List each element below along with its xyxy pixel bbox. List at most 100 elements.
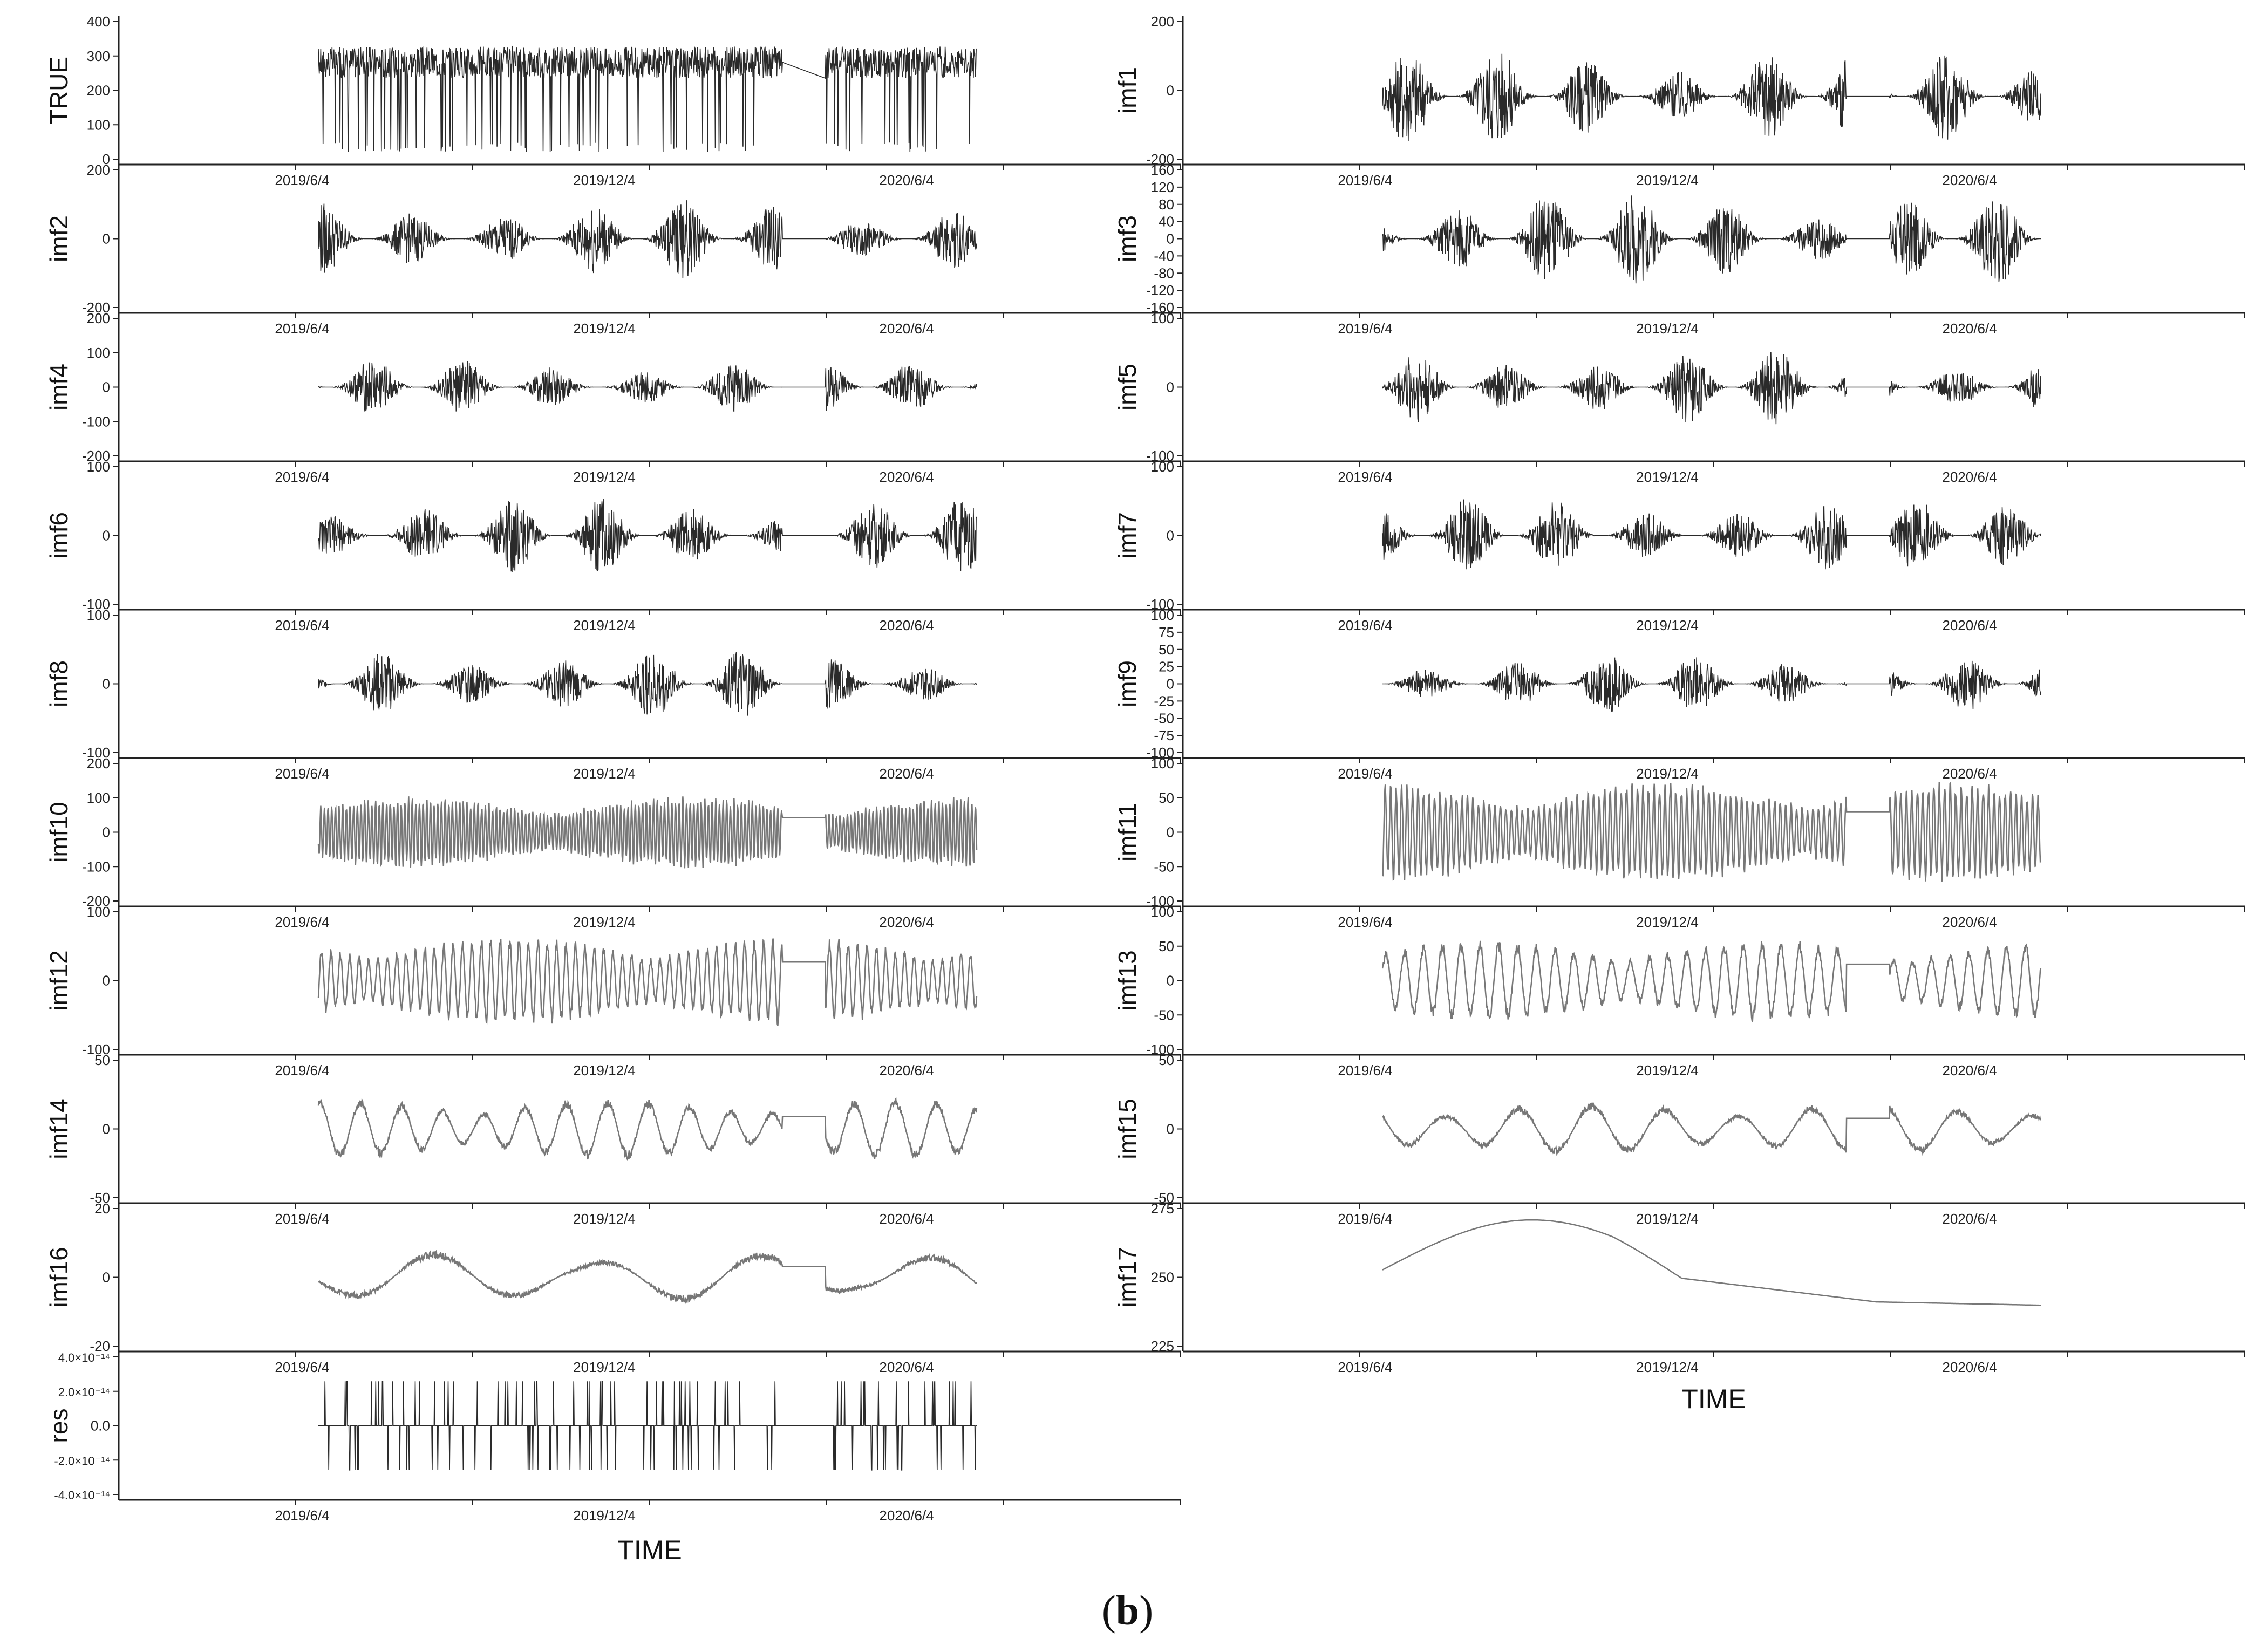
x-tick-label: 2019/12/4 [1636, 1211, 1699, 1227]
y-tick-label: 160 [1151, 162, 1174, 178]
subplot-res: 4.0×10⁻¹⁴ 2.0×10⁻¹⁴ 0.0 -2.0×10⁻¹⁴ -4.0×10⁻¹… [45, 1351, 1181, 1524]
y-tick-label: -100 [1146, 596, 1174, 612]
y-tick-label: 100 [87, 607, 110, 623]
y-tick-label: 200 [87, 83, 110, 99]
series-line-imf10 [317, 796, 978, 869]
y-tick-label: 0 [1167, 231, 1174, 247]
y-tick-label: -200 [82, 299, 110, 316]
x-tick-label: 2019/6/4 [1338, 766, 1392, 782]
y-tick-label: 200 [87, 162, 110, 178]
y-tick-label: 0 [103, 231, 110, 247]
y-tick-label: 2.0×10⁻¹⁴ [58, 1385, 110, 1399]
x-tick-label: 2019/12/4 [573, 172, 636, 188]
y-tick-label: 100 [1151, 904, 1174, 920]
x-tick-label: 2019/6/4 [275, 469, 329, 485]
x-tick-label: 2019/6/4 [275, 172, 329, 188]
x-tick-label: 2020/6/4 [879, 617, 934, 633]
y-tick-label: 0 [1167, 379, 1174, 395]
y-tick-label: 0 [103, 379, 110, 395]
x-tick-label: 2020/6/4 [879, 1062, 934, 1078]
y-tick-label: 100 [1151, 310, 1174, 326]
series-line-imf9 [1382, 657, 2041, 713]
caption-open-paren: ( [1101, 1587, 1116, 1634]
subplot-imf6: 100 0 -100 imf6 2019/6/4 2019/12/4 2020/6/4 [45, 459, 1181, 633]
series-line-imf7 [1382, 499, 2041, 570]
x-tick-label: 2020/6/4 [879, 1507, 934, 1524]
subplot-TRUE: 400 300 200 100 0 TRUE 2019/6/4 2019/12/4 2020/6… [45, 13, 1181, 188]
x-tick-label: 2019/12/4 [1636, 172, 1699, 188]
x-tick-label: 2019/12/4 [1636, 766, 1699, 782]
series-line-imf14 [317, 1097, 978, 1161]
x-tick-label: 2019/12/4 [573, 914, 636, 930]
y-tick-label: -40 [1154, 248, 1174, 264]
y-tick-label: 50 [1159, 1052, 1174, 1068]
y-tick-label: 225 [1151, 1338, 1174, 1354]
y-tick-label: 0 [103, 824, 110, 841]
x-tick-label: 2020/6/4 [1942, 1359, 1997, 1375]
x-tick-label: 2020/6/4 [879, 320, 934, 337]
y-tick-label: 0 [103, 1269, 110, 1286]
subplot-imf10: 200 100 0 -100 -200 imf10 2019/6/4 2019/12/4 202… [45, 755, 1181, 930]
series-line-imf15 [1382, 1102, 2042, 1156]
y-tick-label: -120 [1146, 282, 1174, 298]
y-axis-label: res [45, 1409, 73, 1443]
y-axis-label: imf12 [45, 950, 73, 1011]
series-line-imf17 [1382, 1219, 2041, 1306]
y-tick-label: 50 [1159, 790, 1174, 806]
x-tick-label: 2020/6/4 [1942, 320, 1997, 337]
y-tick-label: -100 [1146, 893, 1174, 909]
y-tick-label: -200 [1146, 151, 1174, 167]
x-tick-label: 2019/12/4 [573, 1062, 636, 1078]
y-tick-label: 100 [87, 904, 110, 920]
y-tick-label: 0 [1167, 973, 1174, 989]
x-tick-label: 2020/6/4 [879, 914, 934, 930]
y-tick-label: -100 [82, 1041, 110, 1057]
y-tick-label: 50 [1159, 938, 1174, 954]
y-tick-label: 100 [87, 117, 110, 133]
x-tick-label: 2019/12/4 [573, 1359, 636, 1375]
x-tick-label: 2019/6/4 [275, 320, 329, 337]
y-tick-label: 100 [1151, 607, 1174, 623]
x-tick-label: 2019/12/4 [573, 469, 636, 485]
x-tick-label: 2019/12/4 [1636, 914, 1699, 930]
y-tick-label: 0 [103, 528, 110, 544]
y-tick-label: 100 [87, 790, 110, 806]
x-tick-label: 2020/6/4 [879, 1359, 934, 1375]
y-tick-label: -20 [90, 1338, 110, 1354]
subplot-imf7: 100 0 -100 imf7 2019/6/4 2019/12/4 2020/6/4 [1113, 459, 2245, 633]
x-axis-title-left: TIME [617, 1535, 682, 1565]
y-axis-label: imf6 [45, 512, 73, 559]
subplot-imf17: 275 250 225 imf17 2019/6/4 2019/12/4 2020/6/4 [1113, 1200, 2245, 1375]
x-tick-label: 2019/6/4 [275, 1211, 329, 1227]
x-tick-label: 2019/12/4 [1636, 320, 1699, 337]
y-tick-label: -100 [82, 596, 110, 612]
y-axis-label: imf11 [1113, 803, 1141, 862]
x-tick-label: 2019/12/4 [573, 1507, 636, 1524]
y-tick-label: 200 [1151, 13, 1174, 30]
y-axis-label: imf16 [45, 1247, 73, 1307]
y-tick-label: -100 [1146, 448, 1174, 464]
y-tick-label: 200 [87, 310, 110, 326]
x-tick-label: 2019/6/4 [1338, 617, 1392, 633]
x-tick-label: 2019/6/4 [275, 617, 329, 633]
x-tick-label: 2019/12/4 [1636, 617, 1699, 633]
y-axis-label: TRUE [45, 57, 73, 124]
y-axis-label: imf9 [1113, 660, 1141, 707]
y-tick-label: -2.0×10⁻¹⁴ [54, 1454, 110, 1467]
y-tick-label: -80 [1154, 265, 1174, 281]
series-line-imf11 [1382, 782, 2042, 882]
x-tick-label: 2020/6/4 [1942, 766, 1997, 782]
series-line-imf13 [1381, 940, 2042, 1023]
series-line-imf12 [317, 938, 978, 1026]
x-axis-title-right: TIME [1681, 1384, 1746, 1414]
y-tick-label: 50 [94, 1052, 110, 1068]
y-tick-label: 0 [103, 151, 110, 167]
y-tick-label: -200 [82, 893, 110, 909]
x-tick-label: 2019/12/4 [573, 1211, 636, 1227]
y-tick-label: -50 [1154, 710, 1174, 726]
x-tick-label: 2020/6/4 [879, 469, 934, 485]
y-tick-label: 100 [1151, 755, 1174, 772]
y-tick-label: 100 [87, 459, 110, 475]
subplot-imf5: 100 0 -100 imf5 2019/6/4 2019/12/4 2020/6/4 [1113, 310, 2245, 485]
